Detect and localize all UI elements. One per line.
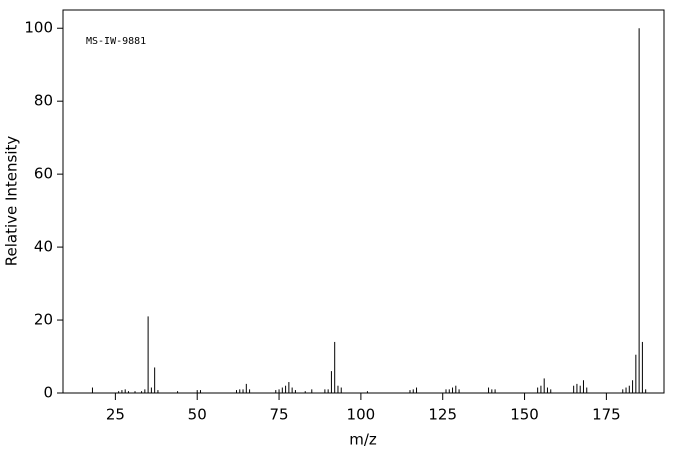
y-tick-label: 0: [43, 384, 53, 402]
x-tick-label: 25: [106, 406, 125, 424]
y-tick-label: 20: [34, 311, 53, 329]
x-tick-label: 100: [347, 406, 376, 424]
y-tick-label: 80: [34, 92, 53, 110]
y-axis-label: Relative Intensity: [3, 136, 21, 267]
x-tick-label: 50: [188, 406, 207, 424]
x-tick-label: 150: [510, 406, 539, 424]
x-tick-label: 125: [428, 406, 457, 424]
y-tick-label: 60: [34, 165, 53, 183]
x-axis-label: m/z: [349, 431, 377, 449]
x-tick-label: 75: [269, 406, 288, 424]
plot-frame: [62, 9, 665, 394]
x-tick-label: 175: [592, 406, 621, 424]
annotation: MS-IW-9881: [86, 36, 146, 47]
y-tick-label: 100: [24, 19, 53, 37]
y-tick-label: 40: [34, 238, 53, 256]
